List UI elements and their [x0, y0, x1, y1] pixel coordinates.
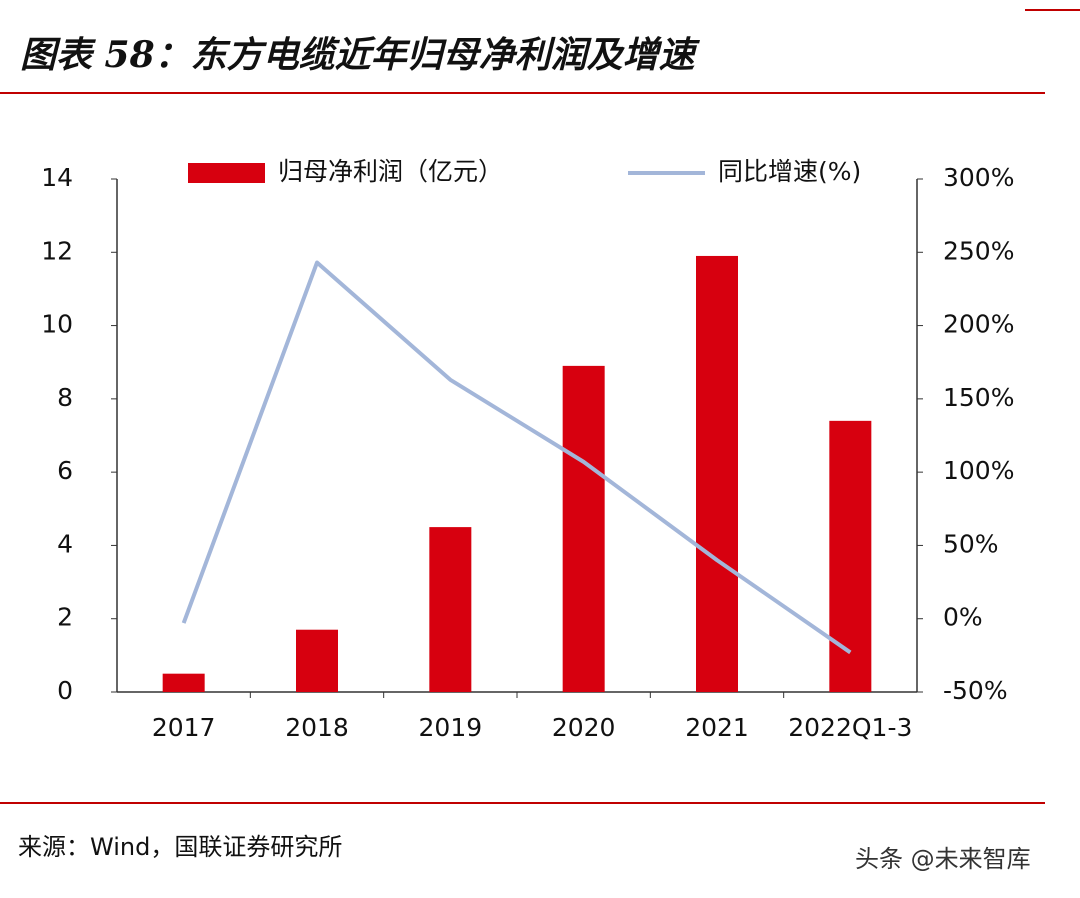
y-tick-label: 12	[41, 236, 73, 265]
legend-swatch	[188, 163, 265, 183]
y2-tick-label: 50%	[943, 529, 999, 558]
bar	[562, 365, 605, 692]
bar	[429, 527, 472, 692]
y2-tick-label: 250%	[943, 236, 1014, 265]
bar	[696, 255, 738, 692]
y-tick-label: 6	[57, 456, 73, 485]
line	[181, 260, 852, 655]
y-tick-label: 14	[41, 163, 73, 192]
legend-label: 同比增速(%)	[718, 157, 861, 186]
y2-tick-label: 150%	[943, 383, 1014, 412]
y2-tick-label: 300%	[943, 163, 1014, 192]
y2-tick-label: 0%	[943, 603, 983, 632]
page-title: 图表 58：东方电缆近年归母净利润及增速	[20, 34, 701, 76]
x-tick-label: 2019	[419, 713, 483, 742]
y2-tick-label: -50%	[943, 676, 1008, 705]
y2-tick-label: 200%	[943, 310, 1014, 339]
x-tick-label: 2018	[285, 713, 349, 742]
x-tick-label: 2017	[152, 713, 216, 742]
bar	[162, 673, 205, 692]
legend-label: 归母净利润（亿元）	[278, 157, 503, 186]
x-tick-label: 2020	[552, 713, 616, 742]
source: 来源：Wind，国联证券研究所	[18, 833, 342, 861]
watermark: 头条 @未来智库	[855, 845, 1031, 873]
y2-tick-label: 100%	[943, 456, 1014, 485]
x-tick-label: 2022Q1-3	[788, 713, 912, 742]
x-tick-label: 2021	[685, 713, 749, 742]
bar	[829, 420, 872, 692]
y-tick-label: 4	[57, 529, 73, 558]
y-tick-label: 10	[41, 310, 73, 339]
y-tick-label: 8	[57, 383, 73, 412]
y-tick-label: 2	[57, 603, 73, 632]
y-tick-label: 0	[57, 676, 73, 705]
bar	[296, 629, 338, 692]
